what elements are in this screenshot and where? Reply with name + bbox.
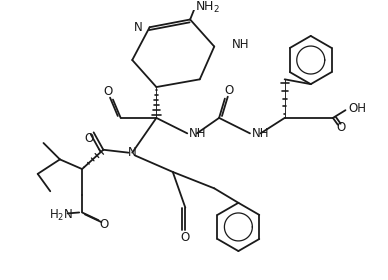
Text: O: O [336,121,345,134]
Text: NH: NH [252,127,269,140]
Text: OH: OH [348,102,366,115]
Text: O: O [100,218,109,230]
Text: NH: NH [189,127,207,140]
Text: NH: NH [232,38,249,51]
Text: O: O [181,231,190,244]
Text: N: N [134,21,143,34]
Text: NH$_2$: NH$_2$ [195,0,220,15]
Text: N: N [128,146,137,159]
Text: H$_2$N: H$_2$N [49,208,73,223]
Text: O: O [84,132,94,145]
Text: O: O [224,84,233,97]
Text: O: O [104,85,113,98]
